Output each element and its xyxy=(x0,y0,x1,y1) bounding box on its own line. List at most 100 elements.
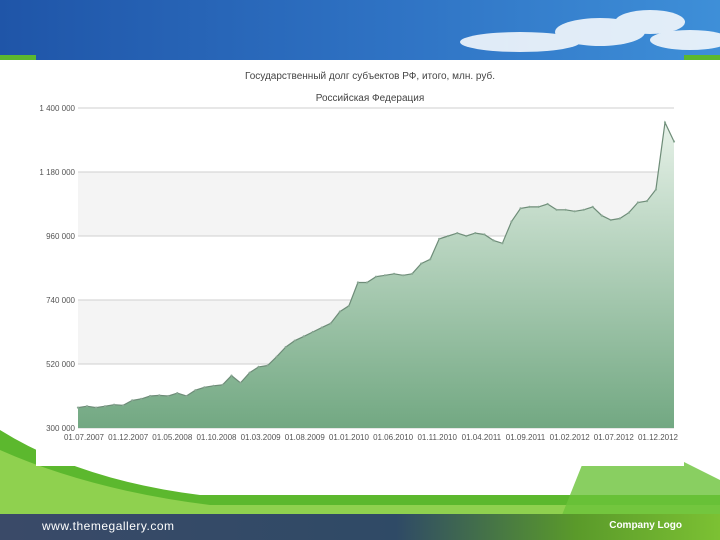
data-point xyxy=(311,330,314,334)
y-tick-label: 960 000 xyxy=(46,232,75,241)
data-point xyxy=(356,281,359,284)
data-point xyxy=(338,310,341,313)
data-point xyxy=(149,394,152,398)
data-point xyxy=(393,272,396,275)
data-point xyxy=(438,237,441,240)
data-point xyxy=(447,234,450,238)
company-logo: Company Logo xyxy=(609,520,682,531)
data-point xyxy=(257,365,260,368)
data-point xyxy=(76,406,80,409)
data-point xyxy=(131,399,134,402)
data-point xyxy=(645,200,649,203)
data-point xyxy=(573,210,576,213)
data-point xyxy=(230,374,233,377)
chart-subtitle: Российская Федерация xyxy=(316,93,425,104)
data-point xyxy=(347,304,350,307)
data-point xyxy=(474,232,477,235)
y-tick-label: 1 400 000 xyxy=(39,104,75,113)
data-point xyxy=(221,383,224,386)
data-point xyxy=(618,217,621,220)
data-point xyxy=(374,275,378,278)
x-tick-label: 01.03.2009 xyxy=(241,433,282,442)
data-point xyxy=(627,211,630,214)
data-point xyxy=(420,262,423,265)
data-point xyxy=(456,232,459,235)
data-point xyxy=(104,405,107,408)
accent-strip-left xyxy=(0,55,36,60)
data-point xyxy=(293,339,296,342)
data-point xyxy=(266,364,269,367)
data-point xyxy=(537,205,540,208)
x-tick-label: 01.06.2010 xyxy=(373,433,414,442)
data-point xyxy=(591,205,594,208)
data-point xyxy=(501,242,504,245)
data-point xyxy=(329,322,332,325)
chart-title: Государственный долг субъектов РФ, итого… xyxy=(245,70,495,82)
x-tick-label: 01.07.2012 xyxy=(594,433,635,442)
data-point xyxy=(85,405,89,408)
x-tick-label: 01.08.2009 xyxy=(285,433,326,442)
data-point xyxy=(122,404,125,407)
header-banner xyxy=(0,0,720,60)
data-point xyxy=(654,188,658,191)
x-tick-label: 01.01.2010 xyxy=(329,433,370,442)
data-point xyxy=(483,233,486,236)
data-point xyxy=(672,140,676,143)
data-point xyxy=(600,214,603,217)
chart-panel: 300 000 520 000 740 000 960 000 1 180 000 1 4… xyxy=(36,60,684,466)
data-point xyxy=(663,121,667,124)
footer-bar: www.themegallery.com Company Logo xyxy=(0,514,720,540)
data-point xyxy=(203,386,206,389)
data-point xyxy=(158,394,161,397)
data-point xyxy=(411,272,414,275)
x-tick-label: 01.12.2007 xyxy=(108,433,149,442)
data-point xyxy=(185,394,188,398)
accent-strip-right xyxy=(684,55,720,60)
data-point xyxy=(140,397,143,400)
data-point xyxy=(519,207,522,210)
data-point xyxy=(546,202,549,206)
data-point xyxy=(365,281,369,284)
x-tick-label: 01.10.2008 xyxy=(196,433,237,442)
data-point xyxy=(564,208,567,211)
y-tick-label: 300 000 xyxy=(46,424,75,433)
data-point xyxy=(636,201,640,204)
y-tick-label: 1 180 000 xyxy=(39,168,75,177)
y-tick-label: 520 000 xyxy=(46,360,75,369)
x-tick-label: 01.05.2008 xyxy=(152,433,193,442)
debt-area-chart: 300 000 520 000 740 000 960 000 1 180 000 1 4… xyxy=(39,70,679,442)
cloud-decoration xyxy=(460,10,720,52)
y-tick-label: 740 000 xyxy=(46,296,75,305)
footer-url-link[interactable]: www.themegallery.com xyxy=(42,519,175,533)
data-point xyxy=(176,392,179,395)
data-point xyxy=(465,234,468,238)
data-point xyxy=(239,381,242,384)
data-point xyxy=(194,389,197,392)
x-tick-label: 01.12.2012 xyxy=(638,433,679,442)
data-point xyxy=(555,208,558,211)
x-tick-label: 01.04.2011 xyxy=(462,433,502,442)
x-tick-label: 01.02.2012 xyxy=(550,433,591,442)
plot-band xyxy=(78,108,674,172)
x-tick-label: 01.07.2007 xyxy=(64,433,105,442)
data-point xyxy=(212,384,215,387)
data-point xyxy=(113,403,116,406)
data-point xyxy=(284,346,287,349)
data-point xyxy=(528,205,531,208)
x-tick-label: 01.09.2011 xyxy=(506,433,546,442)
data-point xyxy=(302,335,305,338)
data-point xyxy=(320,326,323,329)
data-point xyxy=(248,371,251,374)
area-fill xyxy=(78,122,674,428)
data-point xyxy=(95,406,98,409)
data-point xyxy=(275,355,278,358)
data-point xyxy=(609,218,612,222)
data-point xyxy=(167,394,170,398)
data-point xyxy=(383,274,387,277)
data-point xyxy=(510,220,513,223)
data-point xyxy=(582,208,585,211)
data-point xyxy=(492,239,495,242)
data-point xyxy=(429,258,432,261)
data-point xyxy=(402,274,405,277)
x-tick-label: 01.11.2010 xyxy=(417,433,457,442)
